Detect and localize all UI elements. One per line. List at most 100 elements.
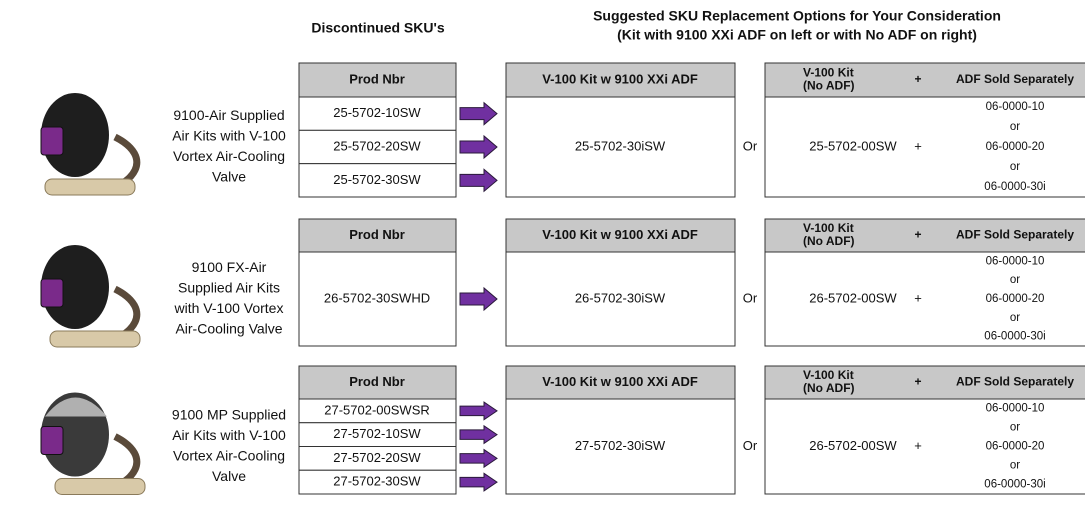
no-adf-header-cell [764, 62, 1085, 98]
prod-header-cell [298, 62, 457, 98]
discontinued-sku: 25-5702-10SW [333, 105, 421, 120]
adf-option: 06-0000-10 [986, 101, 1045, 113]
helmet-shell [41, 93, 109, 177]
description-line: 9100 MP Supplied [172, 406, 286, 422]
description-line: Air Kits with V-100 [172, 127, 286, 143]
belt [49, 330, 141, 348]
no-adf-header: (No ADF) [803, 234, 855, 248]
description-line: Air-Cooling Valve [175, 320, 282, 336]
discontinued-sku: 27-5702-30SW [333, 474, 421, 489]
kit-sku: 27-5702-30iSW [575, 438, 666, 453]
plus: + [914, 438, 922, 453]
adf-option: or [1010, 460, 1020, 472]
adf-option: 06-0000-20 [986, 441, 1045, 453]
adf-header: ADF Sold Separately [956, 375, 1074, 389]
suggested-title: Suggested SKU Replacement Options for Yo… [593, 8, 1001, 24]
no-adf-body-cell [764, 398, 1085, 495]
adf-option: or [1010, 274, 1020, 286]
discontinued-heading: Discontinued SKU's [311, 20, 444, 36]
description-line: Supplied Air Kits [178, 279, 280, 295]
arrow [459, 472, 498, 492]
adf-option: 06-0000-30i [984, 479, 1045, 491]
description-line: Vortex Air-Cooling [173, 148, 285, 164]
no-adf-sku: 25-5702-00SW [809, 138, 897, 153]
no-adf-body-cell [764, 251, 1085, 347]
sku-cell [298, 469, 457, 495]
kit-header: V-100 Kit w 9100 XXi ADF [542, 227, 698, 242]
kit-sku: 26-5702-30iSW [575, 290, 666, 305]
arrow [459, 401, 498, 421]
plus-header: + [914, 228, 921, 242]
no-adf-header: (No ADF) [803, 79, 855, 93]
adf-option: or [1010, 422, 1020, 434]
no-adf-header: V-100 Kit [803, 221, 854, 235]
plus-header: + [914, 72, 921, 86]
description-line: Air Kits with V-100 [172, 427, 286, 443]
helmet-visor [40, 126, 64, 156]
arrow [459, 168, 498, 193]
kit-body-cell [505, 398, 736, 495]
prod-header-cell [298, 365, 457, 400]
sku-cell [298, 129, 457, 165]
arrow [459, 286, 498, 312]
discontinued-sku: 25-5702-20SW [333, 138, 421, 153]
description-line: Valve [212, 168, 246, 184]
discontinued-sku: 26-5702-30SWHD [324, 290, 430, 305]
adf-option: 06-0000-20 [986, 141, 1045, 153]
suggested-subtitle: (Kit with 9100 XXi ADF on left or with N… [617, 27, 977, 43]
arrow [459, 134, 498, 160]
description-line: 9100-Air Supplied [173, 107, 284, 123]
discontinued-sku: 25-5702-30SW [333, 172, 421, 187]
kit-body-cell [505, 96, 736, 198]
kit-header: V-100 Kit w 9100 XXi ADF [542, 71, 698, 86]
adf-option: 06-0000-30i [984, 181, 1045, 193]
kit-header: V-100 Kit w 9100 XXi ADF [542, 374, 698, 389]
kit-body-cell [505, 251, 736, 347]
kit-header-cell [505, 365, 736, 400]
kit-header-cell [505, 62, 736, 98]
no-adf-header-cell [764, 218, 1085, 253]
sku-cell [298, 251, 457, 347]
prod-header: Prod Nbr [349, 374, 405, 389]
discontinued-sku: 27-5702-00SWSR [324, 402, 430, 417]
plus: + [914, 138, 922, 153]
no-adf-header-cell [764, 365, 1085, 400]
description-line: Valve [212, 468, 246, 484]
helmet-shell [41, 245, 109, 329]
description-line: Vortex Air-Cooling [173, 447, 285, 463]
discontinued-sku: 27-5702-20SW [333, 450, 421, 465]
adf-header: ADF Sold Separately [956, 228, 1074, 242]
belt [44, 178, 136, 196]
prod-header: Prod Nbr [349, 227, 405, 242]
adf-option: 06-0000-10 [986, 403, 1045, 415]
adf-option: 06-0000-20 [986, 293, 1045, 305]
or-label: Or [743, 438, 758, 453]
adf-option: or [1010, 121, 1020, 133]
prod-header: Prod Nbr [349, 71, 405, 86]
adf-option: 06-0000-10 [986, 255, 1045, 267]
adf-option: or [1010, 161, 1020, 173]
no-adf-header: V-100 Kit [803, 368, 854, 382]
arrow [459, 424, 498, 445]
no-adf-sku: 26-5702-00SW [809, 438, 897, 453]
no-adf-header: (No ADF) [803, 381, 855, 395]
no-adf-body-cell [764, 96, 1085, 198]
belt [54, 478, 146, 495]
or-label: Or [743, 290, 758, 305]
helmet-visor [40, 278, 64, 308]
plus: + [914, 290, 922, 305]
prod-header-cell [298, 218, 457, 253]
adf-option: or [1010, 312, 1020, 324]
arrow [459, 448, 498, 469]
description-line: 9100 FX-Air [192, 259, 267, 275]
no-adf-header: V-100 Kit [803, 66, 854, 80]
adf-header: ADF Sold Separately [956, 72, 1074, 86]
helmet-visor [40, 426, 64, 455]
kit-sku: 25-5702-30iSW [575, 138, 666, 153]
no-adf-sku: 26-5702-00SW [809, 290, 897, 305]
plus-header: + [914, 375, 921, 389]
or-label: Or [743, 138, 758, 153]
sku-cell [298, 163, 457, 198]
description-line: with V-100 Vortex [174, 300, 284, 316]
